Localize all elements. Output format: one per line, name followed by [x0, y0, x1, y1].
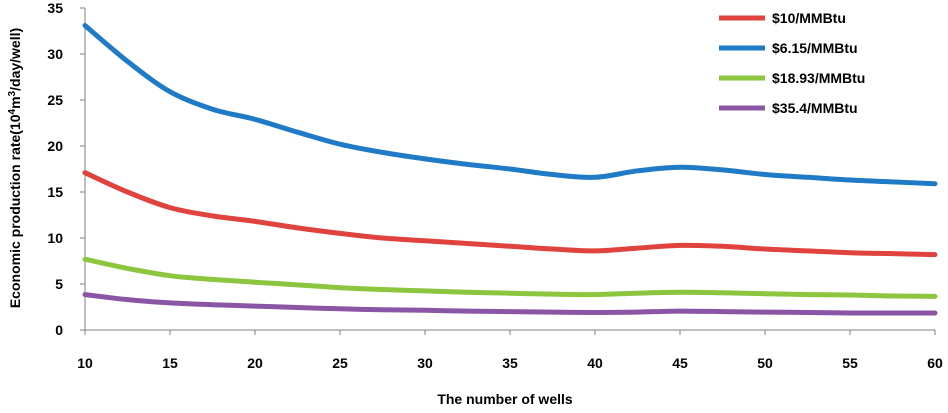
y-axis-title: Economic production rate(104m3/day/well) [7, 28, 23, 308]
x-tick-label: 25 [332, 355, 348, 371]
legend-label: $18.93/MMBtu [772, 70, 865, 86]
legend: $10/MMBtu $6.15/MMBtu $18.93/MMBtu $35.4/MM… [719, 10, 865, 116]
legend-label: $6.15/MMBtu [772, 40, 858, 56]
legend-label: $35.4/MMBtu [772, 100, 858, 116]
y-tick-label: 35 [47, 0, 63, 16]
y-tick-label: 25 [47, 92, 63, 108]
legend-label: $10/MMBtu [772, 10, 846, 26]
x-axis-title: The number of wells [437, 391, 573, 407]
x-tick-label: 55 [842, 355, 858, 371]
series-line-0 [82, 170, 938, 258]
y-axis-title-part: m [7, 96, 23, 108]
y-tick-label: 0 [55, 322, 63, 338]
series-line-1 [82, 23, 938, 187]
x-tick-label: 40 [587, 355, 603, 371]
series-line-2 [82, 256, 938, 299]
y-axis-title-superscript: 4 [7, 108, 18, 114]
y-axis-title-superscript: 3 [7, 90, 18, 96]
x-tick-label: 20 [247, 355, 263, 371]
y-tick-label: 10 [47, 230, 63, 246]
series-lines [82, 23, 938, 316]
x-tick-label: 45 [672, 355, 688, 371]
y-axis-title-part: /day/well) [7, 28, 23, 91]
x-axis-ticks: 10 15 20 25 30 35 40 45 50 55 60 [77, 330, 943, 371]
x-tick-label: 10 [77, 355, 93, 371]
y-tick-label: 20 [47, 138, 63, 154]
y-axis-ticks: 0 5 10 15 20 25 30 35 [47, 0, 85, 338]
x-tick-label: 60 [927, 355, 943, 371]
y-tick-label: 30 [47, 46, 63, 62]
y-tick-label: 5 [55, 276, 63, 292]
x-tick-label: 50 [757, 355, 773, 371]
series-line-3 [82, 292, 938, 316]
y-tick-label: 15 [47, 184, 63, 200]
x-tick-label: 35 [502, 355, 518, 371]
y-axis-title-part: Economic production rate(10 [7, 114, 23, 308]
x-tick-label: 30 [417, 355, 433, 371]
x-tick-label: 15 [162, 355, 178, 371]
